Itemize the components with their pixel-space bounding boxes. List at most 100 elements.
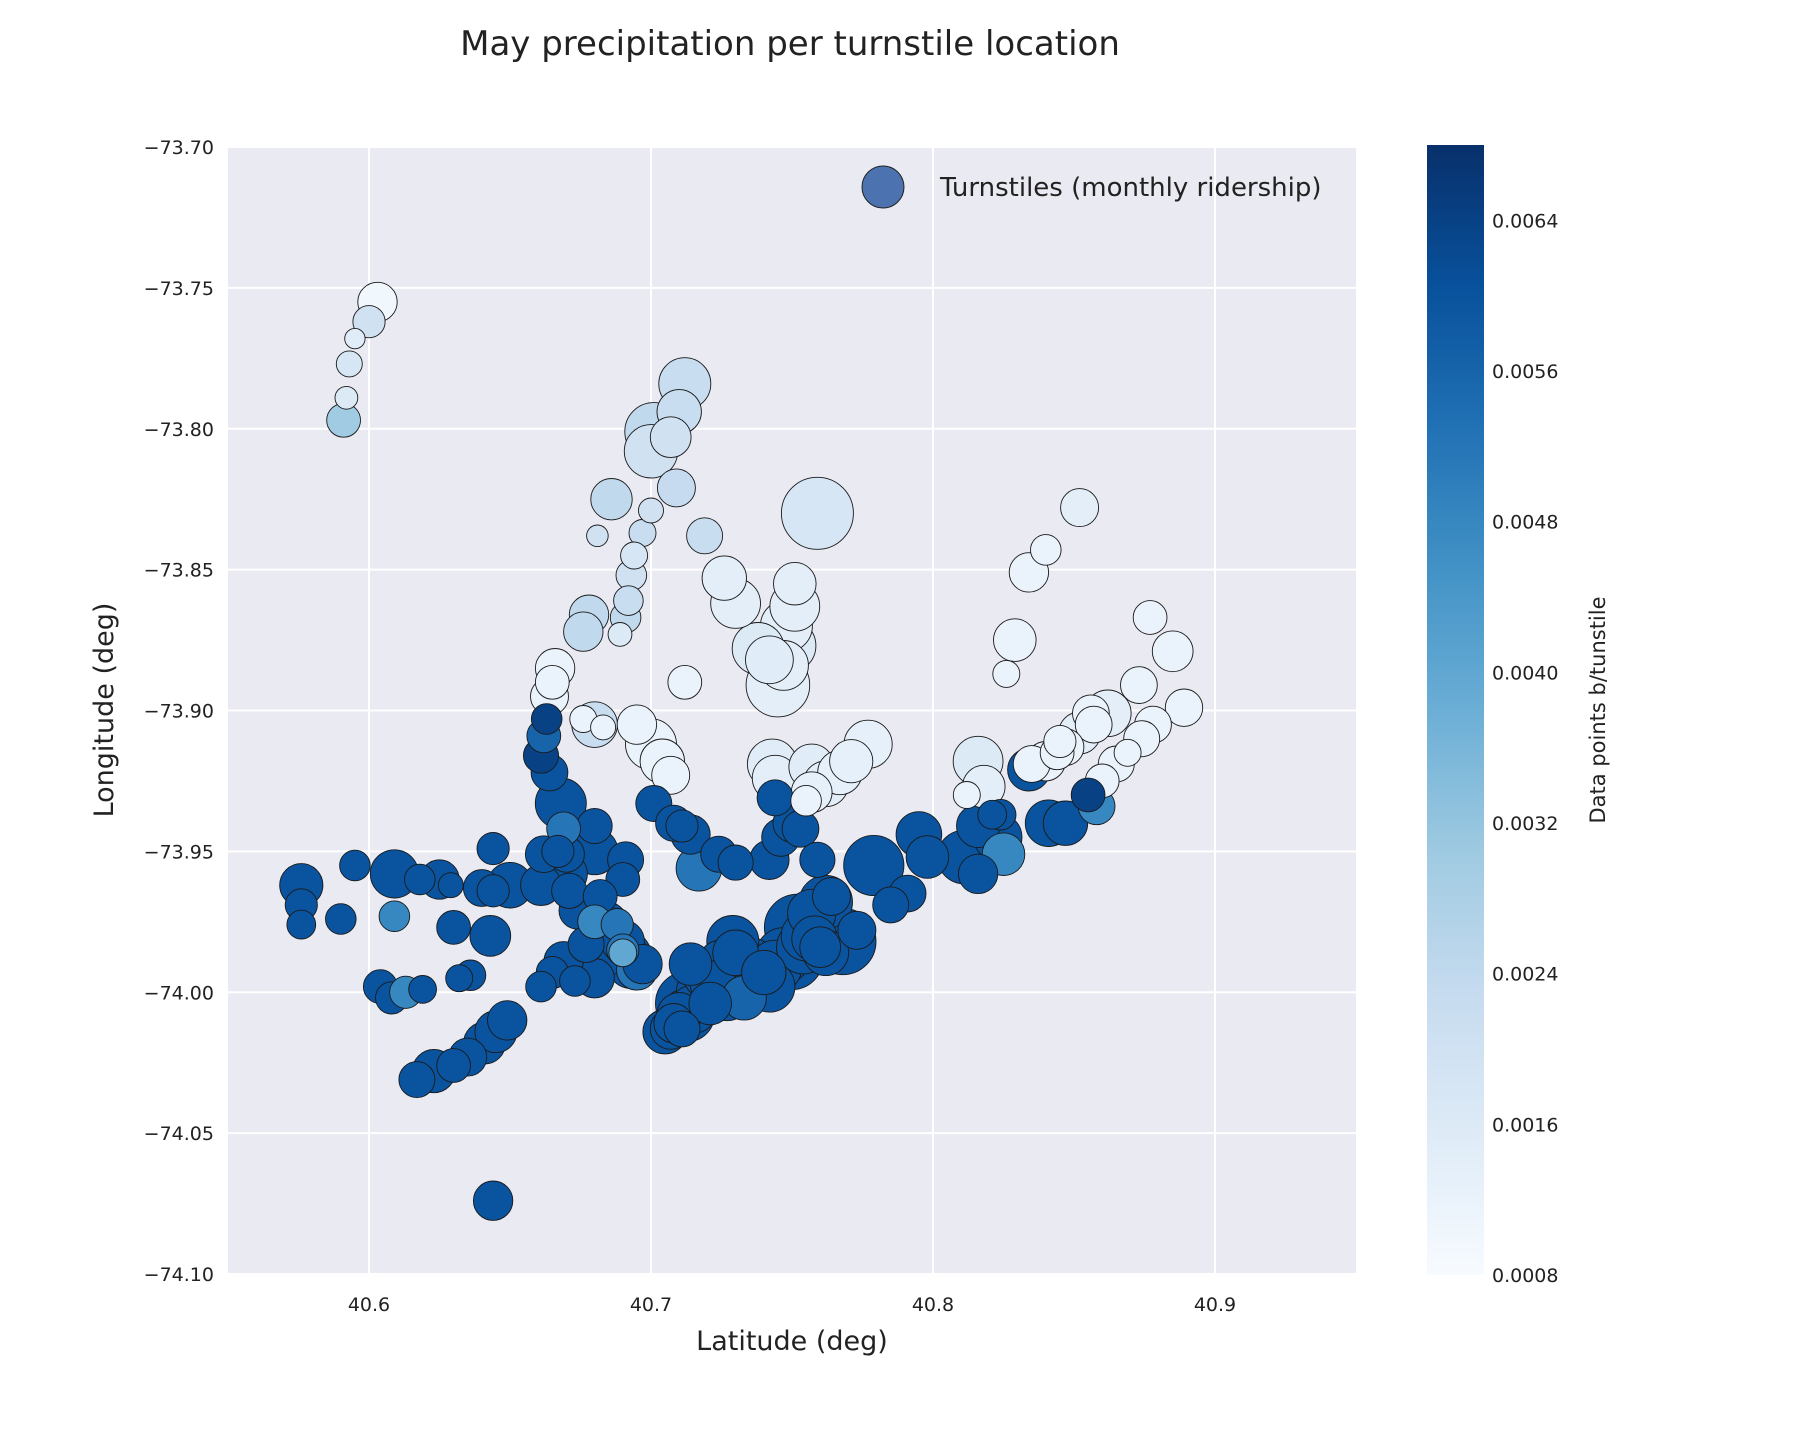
turnstile-point — [717, 844, 754, 881]
turnstile-point — [745, 635, 794, 685]
turnstile-point — [799, 841, 836, 878]
turnstile-point — [992, 659, 1021, 688]
turnstile-point — [469, 915, 512, 957]
y-tick-label: −73.75 — [144, 278, 214, 300]
turnstile-point — [551, 872, 588, 909]
turnstile-point — [773, 561, 817, 606]
turnstile-point — [616, 704, 658, 745]
colorbar-tick-label: 0.0016 — [1492, 1114, 1558, 1136]
turnstile-point — [1164, 688, 1204, 727]
turnstile-point — [541, 834, 575, 868]
turnstile-point — [530, 703, 563, 735]
turnstile-point — [905, 835, 950, 879]
turnstile-point — [663, 1010, 701, 1048]
turnstile-point — [1113, 738, 1142, 767]
y-axis-label: Longitude (deg) — [89, 603, 120, 818]
legend: Turnstiles (monthly ridership) — [861, 165, 1322, 209]
turnstile-point — [780, 476, 854, 550]
turnstile-point — [656, 468, 696, 508]
turnstile-point — [1151, 630, 1194, 673]
turnstile-point — [576, 807, 613, 845]
y-tick-label: −73.85 — [144, 560, 214, 582]
turnstile-point — [668, 942, 713, 986]
turnstile-point — [781, 809, 820, 848]
x-tick-label: 40.6 — [348, 1294, 390, 1316]
turnstile-point — [1042, 800, 1089, 846]
turnstile-point — [534, 664, 570, 700]
turnstile-point — [1132, 600, 1168, 635]
chart-title: May precipitation per turnstile location — [460, 24, 1120, 64]
colorbar-tick-label: 0.0056 — [1492, 361, 1558, 383]
legend-marker — [861, 165, 905, 209]
turnstile-point — [590, 714, 617, 741]
turnstile-point — [476, 832, 510, 866]
turnstile-point — [686, 517, 724, 555]
y-tick-label: −73.70 — [144, 137, 214, 159]
colorbar-tick-label: 0.0040 — [1492, 662, 1558, 684]
y-tick-label: −73.90 — [144, 701, 214, 723]
turnstile-point — [701, 555, 747, 601]
turnstile-point — [408, 975, 437, 1004]
y-tick-label: −74.10 — [144, 1264, 214, 1286]
turnstile-point — [957, 853, 999, 895]
turnstile-point — [286, 909, 317, 940]
turnstile-point — [1074, 705, 1113, 744]
colorbar-tick-label: 0.0008 — [1492, 1265, 1558, 1287]
turnstile-point — [1120, 666, 1158, 704]
x-axis-label: Latitude (deg) — [696, 1326, 888, 1357]
turnstile-point — [608, 938, 638, 968]
turnstile-point — [667, 664, 703, 700]
colorbar-tick-label: 0.0064 — [1492, 210, 1558, 232]
turnstile-point — [756, 779, 794, 817]
turnstile-point — [843, 834, 905, 897]
turnstile-point — [638, 497, 664, 524]
turnstile-point — [476, 874, 510, 908]
turnstile-point — [607, 622, 633, 647]
turnstile-point — [952, 781, 981, 809]
y-axis-ticks: −73.70 −73.75 −73.80 −73.85 −73.90 −73.95 −74.… — [144, 137, 214, 1286]
scatter-points — [279, 281, 1204, 1221]
turnstile-point — [741, 949, 787, 996]
turnstile-point — [586, 524, 609, 548]
turnstile-point — [437, 872, 464, 899]
legend-label: Turnstiles (monthly ridership) — [939, 173, 1322, 203]
turnstile-point — [335, 350, 363, 378]
y-tick-label: −74.05 — [144, 1123, 214, 1145]
turnstile-point — [620, 541, 649, 570]
turnstile-point — [829, 739, 874, 784]
colorbar-tick-label: 0.0032 — [1492, 813, 1558, 835]
turnstile-point — [651, 755, 691, 795]
turnstile-point — [993, 618, 1037, 662]
turnstile-point — [590, 478, 633, 521]
turnstile-point — [487, 1000, 528, 1041]
turnstile-point — [872, 886, 910, 924]
turnstile-point — [613, 585, 644, 616]
turnstile-point — [1030, 534, 1062, 566]
turnstile-point — [1060, 488, 1100, 528]
colorbar-tick-label: 0.0048 — [1492, 512, 1558, 534]
turnstile-point — [812, 877, 851, 916]
turnstile-point — [334, 385, 359, 410]
y-tick-label: −73.95 — [144, 841, 214, 863]
x-axis-ticks: 40.6 40.7 40.8 40.9 — [348, 1294, 1236, 1316]
colorbar — [1427, 145, 1484, 1275]
colorbar-label: Data points b/tunstile — [1586, 596, 1610, 823]
turnstile-point — [325, 903, 357, 935]
turnstile-point — [404, 863, 436, 896]
x-tick-label: 40.9 — [1194, 1294, 1236, 1316]
turnstile-point — [472, 1180, 514, 1221]
turnstile-point — [378, 900, 411, 932]
turnstile-point — [436, 1048, 471, 1083]
turnstile-point — [445, 964, 474, 993]
y-tick-label: −73.80 — [144, 419, 214, 441]
turnstile-point — [344, 327, 366, 350]
turnstile-point — [559, 965, 591, 997]
turnstile-point — [649, 416, 692, 459]
turnstile-point — [1070, 777, 1106, 813]
colorbar-tick-label: 0.0024 — [1492, 964, 1558, 986]
turnstile-point — [436, 910, 471, 945]
turnstile-point — [563, 611, 604, 652]
turnstile-point — [352, 305, 386, 339]
